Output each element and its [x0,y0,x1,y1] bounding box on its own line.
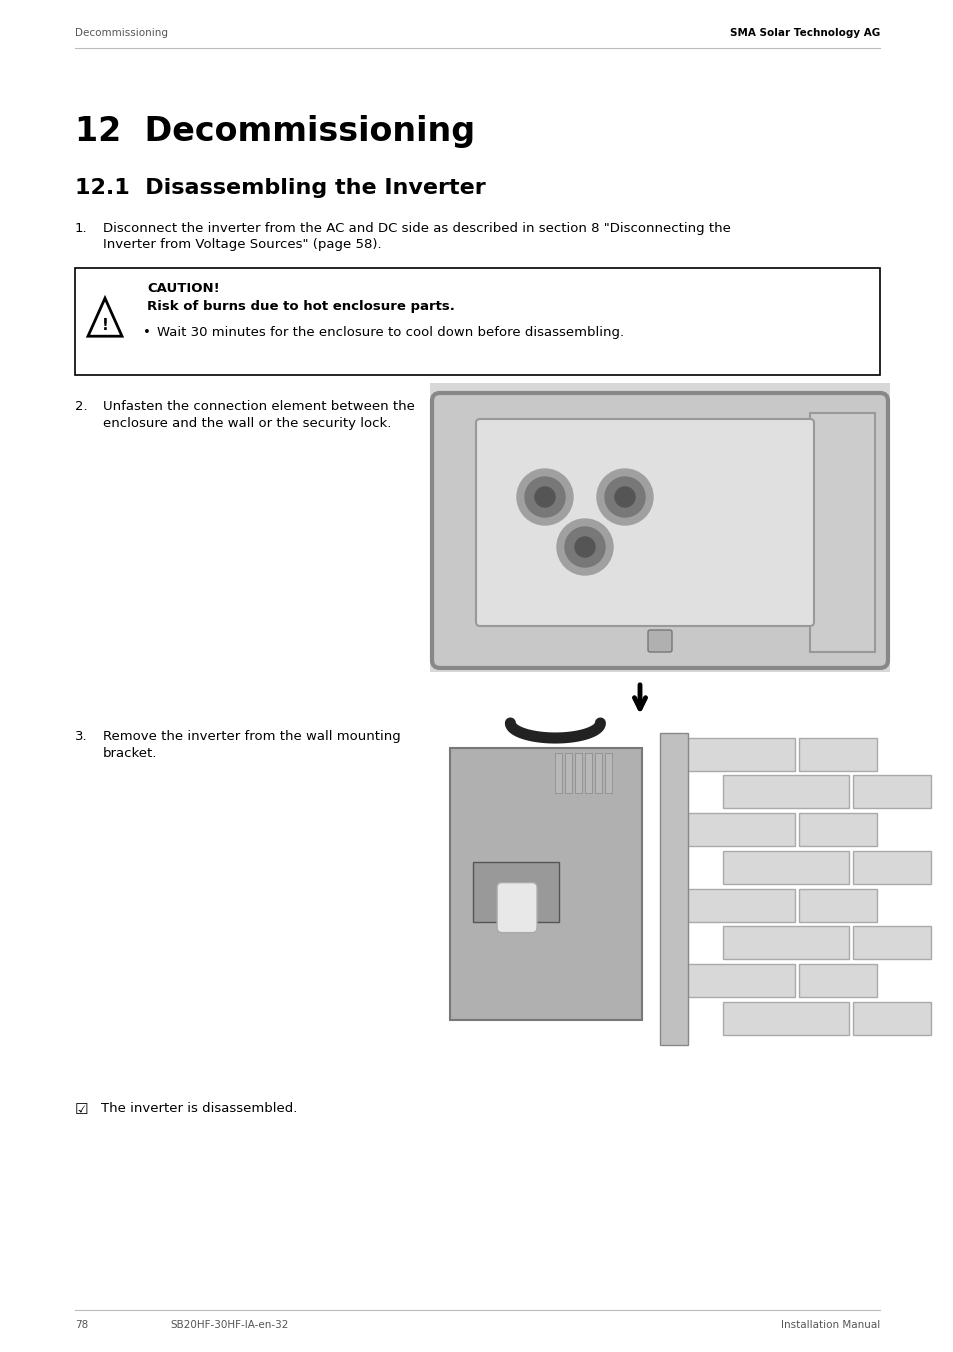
FancyBboxPatch shape [565,753,572,794]
Text: Decommissioning: Decommissioning [75,28,168,38]
Text: Disconnect the inverter from the AC and DC side as described in section 8 "Disco: Disconnect the inverter from the AC and … [103,222,730,235]
FancyBboxPatch shape [852,775,930,808]
Text: 3.: 3. [75,730,88,744]
Text: 1.: 1. [75,222,88,235]
Text: Inverter from Voltage Sources" (page 58).: Inverter from Voltage Sources" (page 58)… [103,238,381,251]
Text: ☑: ☑ [75,1102,89,1117]
FancyBboxPatch shape [722,775,848,808]
FancyBboxPatch shape [809,412,874,652]
Text: SB20HF-30HF-IA-en-32: SB20HF-30HF-IA-en-32 [170,1320,288,1330]
Text: Risk of burns due to hot enclosure parts.: Risk of burns due to hot enclosure parts… [147,300,455,314]
Circle shape [517,469,573,525]
Text: Installation Manual: Installation Manual [780,1320,879,1330]
FancyBboxPatch shape [668,738,794,771]
FancyBboxPatch shape [473,863,558,922]
Polygon shape [88,299,122,337]
FancyBboxPatch shape [722,850,848,884]
Text: bracket.: bracket. [103,748,157,760]
FancyBboxPatch shape [668,890,794,922]
FancyBboxPatch shape [430,383,889,672]
Text: Unfasten the connection element between the: Unfasten the connection element between … [103,400,415,412]
Text: CAUTION!: CAUTION! [147,283,219,295]
FancyBboxPatch shape [555,753,561,794]
FancyBboxPatch shape [430,718,889,1060]
FancyBboxPatch shape [497,883,537,933]
FancyBboxPatch shape [722,1002,848,1036]
Circle shape [535,487,555,507]
Text: 12.1  Disassembling the Inverter: 12.1 Disassembling the Inverter [75,178,485,197]
Circle shape [597,469,652,525]
FancyBboxPatch shape [668,813,794,846]
FancyBboxPatch shape [647,630,671,652]
Text: Remove the inverter from the wall mounting: Remove the inverter from the wall mounti… [103,730,400,744]
Circle shape [615,487,635,507]
Circle shape [604,477,644,516]
FancyBboxPatch shape [450,748,641,1019]
FancyBboxPatch shape [722,926,848,959]
Text: 12  Decommissioning: 12 Decommissioning [75,115,475,147]
Text: Wait 30 minutes for the enclosure to cool down before disassembling.: Wait 30 minutes for the enclosure to coo… [157,326,623,339]
Circle shape [557,519,613,575]
FancyBboxPatch shape [595,753,601,794]
Text: SMA Solar Technology AG: SMA Solar Technology AG [729,28,879,38]
FancyBboxPatch shape [476,419,813,626]
FancyBboxPatch shape [575,753,581,794]
FancyBboxPatch shape [798,964,876,996]
FancyBboxPatch shape [668,964,794,996]
FancyBboxPatch shape [798,813,876,846]
Circle shape [575,537,595,557]
Text: The inverter is disassembled.: The inverter is disassembled. [101,1102,297,1115]
Text: enclosure and the wall or the security lock.: enclosure and the wall or the security l… [103,416,391,430]
Text: 2.: 2. [75,400,88,412]
FancyBboxPatch shape [852,926,930,959]
FancyBboxPatch shape [798,890,876,922]
Circle shape [524,477,564,516]
Text: !: ! [101,318,109,333]
FancyBboxPatch shape [585,753,592,794]
FancyBboxPatch shape [852,850,930,884]
Circle shape [564,527,604,566]
FancyBboxPatch shape [659,733,687,1045]
FancyBboxPatch shape [798,738,876,771]
FancyBboxPatch shape [432,393,887,668]
Text: 78: 78 [75,1320,89,1330]
FancyBboxPatch shape [852,1002,930,1036]
Text: •: • [143,326,151,339]
FancyBboxPatch shape [605,753,612,794]
FancyBboxPatch shape [75,268,879,375]
